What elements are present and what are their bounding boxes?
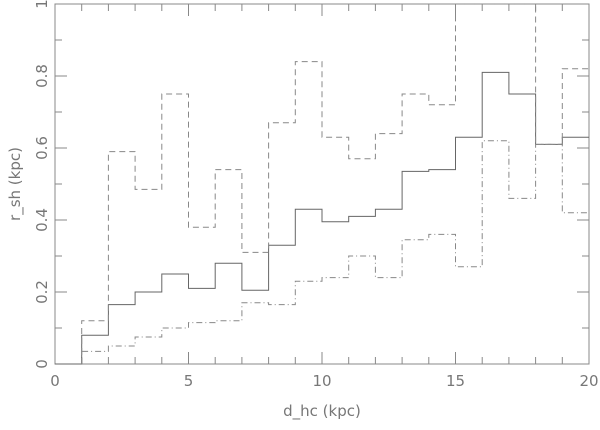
- y-tick-label: 0.4: [33, 208, 51, 232]
- x-tick-label: 10: [312, 372, 331, 390]
- series-dash-dot-line: [81, 140, 589, 364]
- y-axis-label: r_sh (kpc): [6, 147, 25, 221]
- x-tick-label: 5: [184, 372, 194, 390]
- plot-frame: [54, 3, 590, 365]
- x-tick-label: 15: [446, 372, 465, 390]
- series-dashed-line: [81, 3, 589, 364]
- y-tick-label: 1: [33, 0, 51, 9]
- x-axis-label: d_hc (kpc): [283, 402, 361, 421]
- y-tick-label: 0.2: [33, 280, 51, 304]
- y-tick-label: 0: [33, 359, 51, 369]
- series-solid-line: [55, 71, 589, 365]
- y-tick-label: 0.6: [33, 136, 51, 160]
- y-tick-label: 0.8: [33, 64, 51, 88]
- x-tick-label: 20: [579, 372, 598, 390]
- x-tick-label: 0: [50, 372, 60, 390]
